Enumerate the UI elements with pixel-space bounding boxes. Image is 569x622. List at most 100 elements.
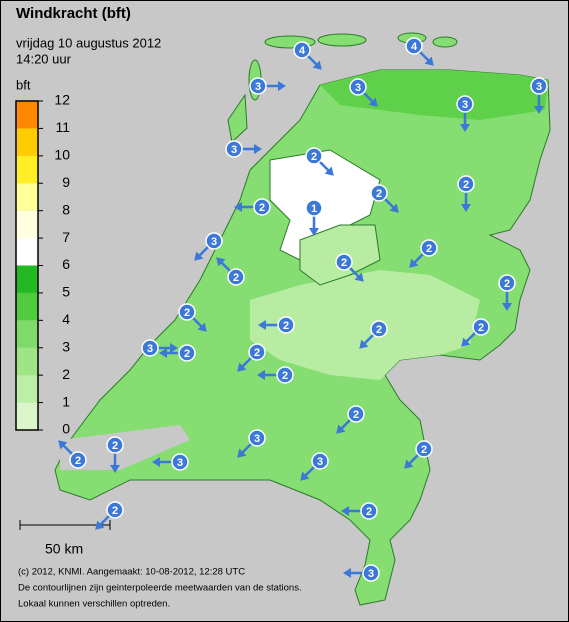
- station-value: 2: [421, 444, 427, 456]
- station-value: 2: [184, 348, 190, 360]
- station: 2: [237, 343, 266, 372]
- station-value: 2: [463, 179, 469, 191]
- zeeland-water: [60, 425, 190, 470]
- station-value: 2: [366, 506, 372, 518]
- arrow-head: [170, 343, 178, 353]
- station-marker: [178, 344, 196, 362]
- arrow-head: [460, 124, 470, 132]
- station-value: 3: [211, 236, 217, 248]
- arrow-head: [354, 272, 364, 282]
- footer-line: Lokaal kunnen verschillen optreden.: [18, 599, 170, 610]
- legend-tick-label: 12: [54, 92, 70, 108]
- station-marker: [347, 405, 365, 423]
- arrow-head: [95, 520, 105, 530]
- station-marker: [106, 436, 124, 454]
- station-value: 2: [233, 272, 239, 284]
- station-value: 2: [376, 188, 382, 200]
- legend-band: [16, 347, 38, 376]
- station: 2: [498, 274, 516, 311]
- station-marker: [530, 77, 548, 95]
- arrow-head: [197, 322, 207, 332]
- station-value: 2: [353, 409, 359, 421]
- station-value: 2: [112, 505, 118, 517]
- station: 4: [405, 37, 434, 66]
- station-value: 3: [254, 433, 260, 445]
- date: vrijdag 10 augustus 2012: [16, 35, 161, 50]
- legend-tick-label: 11: [55, 119, 70, 135]
- station-marker: [415, 440, 433, 458]
- station-value: 2: [259, 202, 265, 214]
- station: 4: [293, 41, 322, 70]
- legend-tick-label: 0: [62, 421, 70, 437]
- station-marker: [248, 343, 266, 361]
- arrow-head: [502, 303, 512, 311]
- arrow-head: [278, 81, 286, 91]
- arrow-head: [216, 257, 226, 267]
- arrow-head: [309, 228, 319, 236]
- station: 2: [359, 320, 388, 349]
- station-value: 2: [112, 440, 118, 452]
- station-marker: [472, 318, 490, 336]
- station: 2: [216, 257, 245, 286]
- arrow-head: [409, 258, 419, 268]
- station: 3: [343, 564, 380, 582]
- station-value: 2: [75, 455, 81, 467]
- station-value: 3: [355, 82, 361, 94]
- station-value: 4: [299, 45, 306, 57]
- station: 2: [457, 175, 475, 212]
- station-marker: [178, 303, 196, 321]
- legend-band: [16, 375, 38, 403]
- station: 3: [456, 95, 474, 132]
- station-value: 3: [177, 457, 183, 469]
- station: 2: [305, 147, 334, 176]
- station-marker: [227, 268, 245, 286]
- station-value: 2: [311, 151, 317, 163]
- arrow-head: [237, 448, 247, 458]
- station-marker: [311, 452, 329, 470]
- station-value: 3: [462, 99, 468, 111]
- footer-line: (c) 2012, KNMI. Aangemaakt: 10-08-2012, …: [18, 567, 245, 578]
- legend-tick-label: 8: [62, 201, 70, 217]
- station-value: 3: [536, 81, 542, 93]
- arrow-head: [254, 144, 262, 154]
- time: 14:20 uur: [16, 51, 72, 66]
- station: 2: [178, 303, 207, 332]
- station-value: 3: [147, 343, 153, 355]
- station-marker: [360, 502, 378, 520]
- station-marker: [253, 198, 271, 216]
- station-value: 2: [184, 307, 190, 319]
- arrow-head: [389, 203, 399, 213]
- legend-band: [16, 210, 38, 239]
- arrow-head: [152, 457, 160, 467]
- station-marker: [335, 253, 353, 271]
- station-value: 2: [283, 320, 289, 332]
- station: 3: [152, 453, 189, 471]
- legend-band: [16, 101, 38, 129]
- station-value: 2: [341, 257, 347, 269]
- arrow-head: [300, 471, 310, 481]
- legend-tick-label: 9: [62, 174, 70, 190]
- title: Windkracht (bft): [16, 5, 131, 22]
- station: 2: [409, 239, 438, 268]
- station: 3: [300, 452, 329, 481]
- station: 2: [159, 344, 196, 362]
- legend-unit: bft: [16, 77, 31, 92]
- station: 2: [404, 440, 433, 469]
- central-region: [250, 270, 480, 380]
- legend-band: [16, 155, 38, 184]
- station: 2: [341, 502, 378, 520]
- station-marker: [248, 429, 266, 447]
- station-marker: [305, 147, 323, 165]
- arrow-head: [336, 424, 346, 434]
- station-value: 3: [231, 144, 237, 156]
- station: 2: [106, 436, 124, 473]
- station: 2: [461, 318, 490, 347]
- arrow-head: [324, 166, 334, 176]
- station-marker: [106, 501, 124, 519]
- arrow-head: [258, 320, 266, 330]
- station: 3: [225, 140, 262, 158]
- arrow-head: [424, 56, 434, 66]
- legend-tick-label: 4: [62, 311, 70, 327]
- station-marker: [69, 451, 87, 469]
